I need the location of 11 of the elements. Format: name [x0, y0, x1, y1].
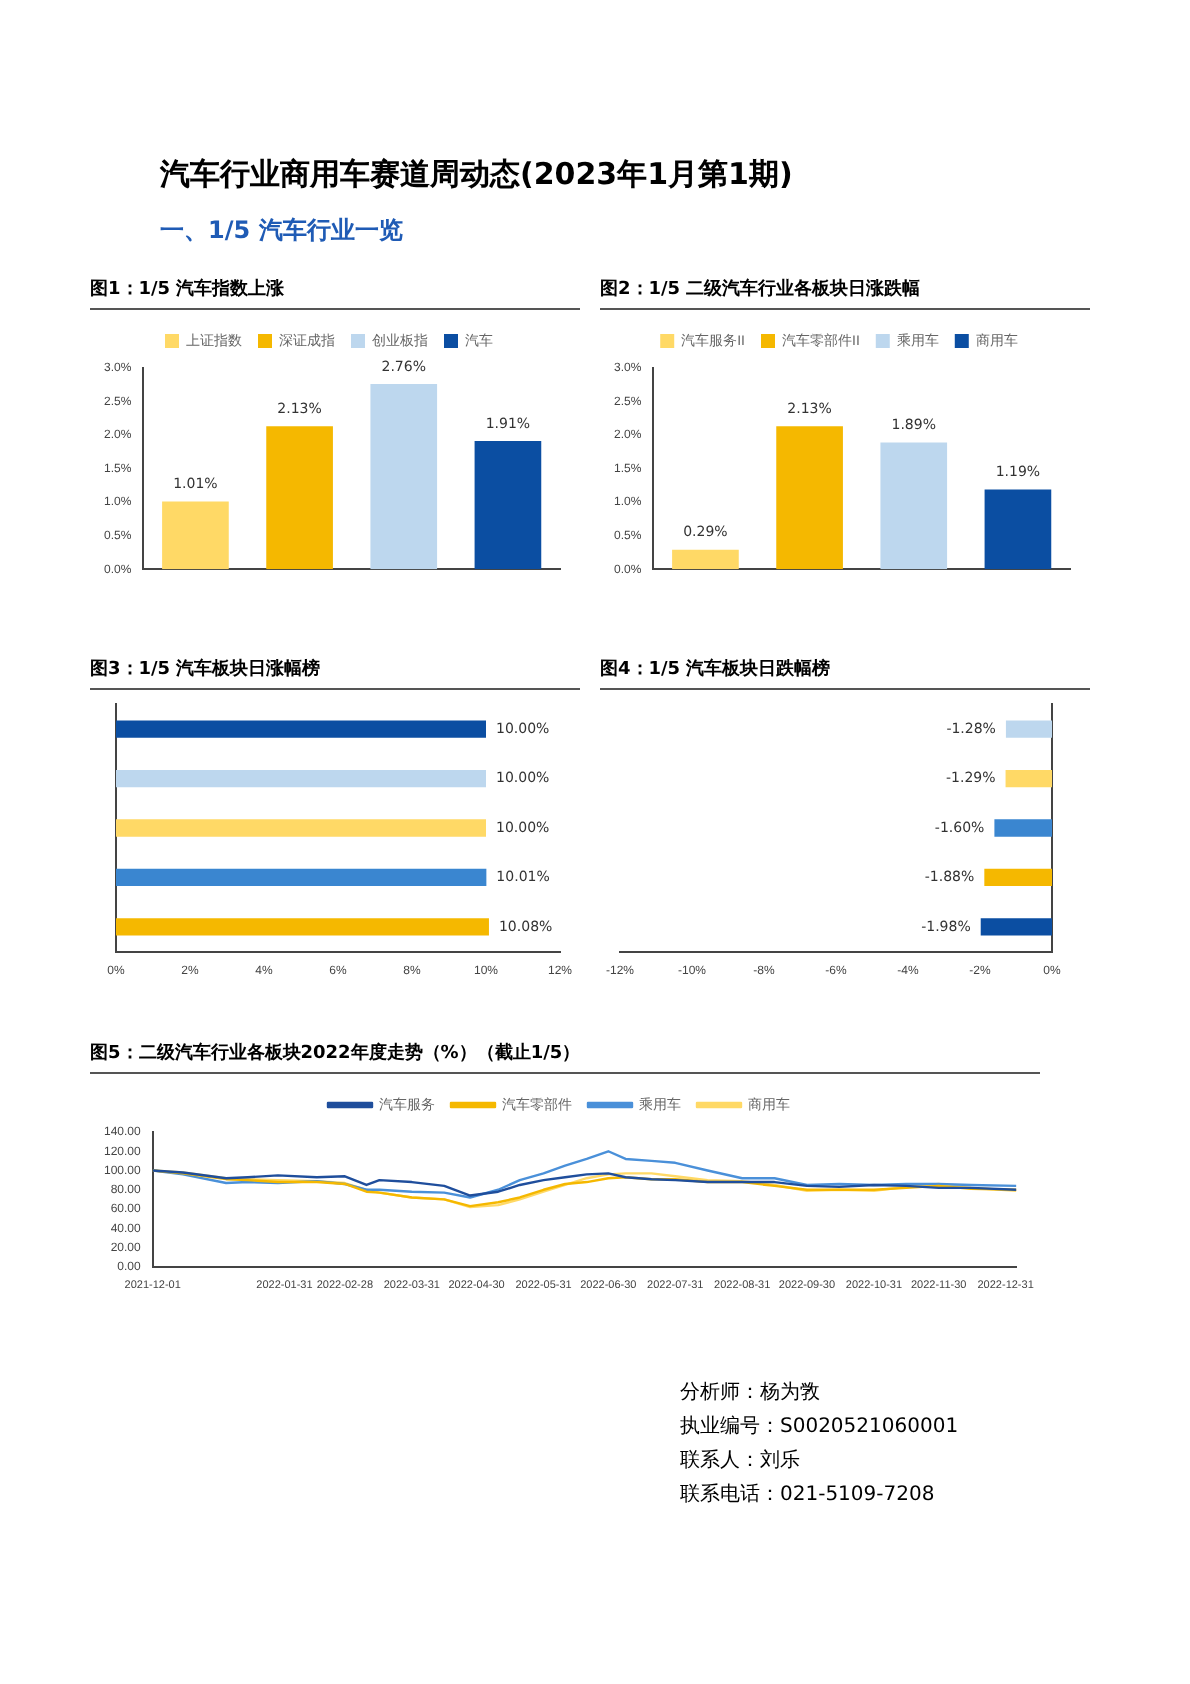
text: 汽车行业商用车赛道周动态(2023年1月第1期) — [160, 156, 793, 194]
text: 联系人：刘乐 — [680, 1447, 802, 1476]
chart-title: 图3：1/5 汽车板块日涨幅榜 — [90, 656, 580, 690]
chart-title: 图2：1/5 二级汽车行业各板块日涨跌幅 — [600, 276, 1090, 310]
chart-title: 图5：二级汽车行业各板块2022年度走势（%）（截止1/5） — [90, 1040, 1040, 1074]
text: 执业编号：S0020521060001 — [680, 1413, 959, 1442]
chart-title: 图1：1/5 汽车指数上涨 — [90, 276, 580, 310]
chart-title: 图4：1/5 汽车板块日跌幅榜 — [600, 656, 1090, 690]
text: 联系电话：021-5109-7208 — [680, 1481, 937, 1510]
text: 分析师：杨为敩 — [680, 1379, 822, 1408]
text: 一、1/5 汽车行业一览 — [160, 214, 405, 248]
